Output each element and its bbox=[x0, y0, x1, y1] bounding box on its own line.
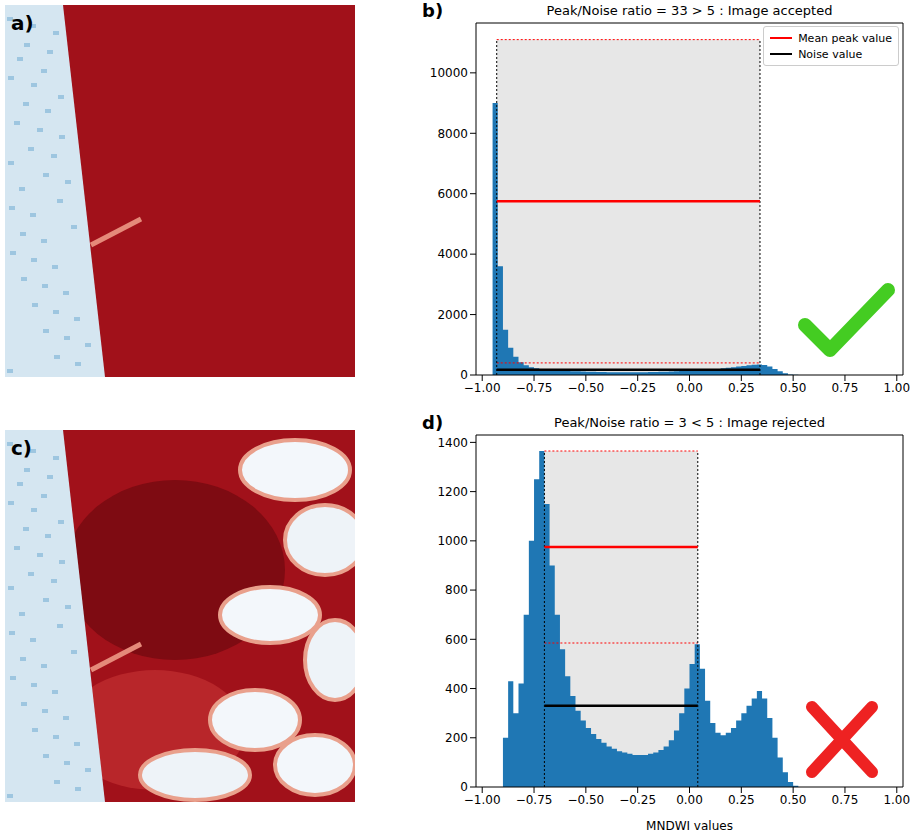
svg-text:1.00: 1.00 bbox=[883, 793, 910, 807]
html-text:Peak/Noise ratio = 3 < 5 : Ima: Peak/Noise ratio = 3 < 5 : Image rejecte… bbox=[554, 415, 825, 430]
svg-text:0.50: 0.50 bbox=[780, 381, 807, 395]
svg-text:0: 0 bbox=[460, 368, 468, 382]
svg-text:600: 600 bbox=[445, 633, 468, 647]
svg-text:−1.00: −1.00 bbox=[464, 793, 501, 807]
svg-text:MNDWI values: MNDWI values bbox=[646, 819, 733, 832]
svg-text:1400: 1400 bbox=[437, 436, 468, 450]
html-text:Noise value: Noise value bbox=[798, 47, 863, 61]
svg-text:4000: 4000 bbox=[437, 247, 468, 261]
svg-text:−0.50: −0.50 bbox=[567, 793, 604, 807]
svg-text:8000: 8000 bbox=[437, 127, 468, 141]
svg-text:400: 400 bbox=[445, 682, 468, 696]
html-text:Mean peak value: Mean peak value bbox=[798, 31, 892, 45]
svg-text:10000: 10000 bbox=[430, 66, 468, 80]
svg-text:−0.75: −0.75 bbox=[516, 381, 553, 395]
html-text:a): a) bbox=[11, 11, 34, 35]
svg-text:2000: 2000 bbox=[437, 308, 468, 322]
svg-text:200: 200 bbox=[445, 731, 468, 745]
svg-text:−0.50: −0.50 bbox=[567, 381, 604, 395]
html-text:Peak/Noise ratio = 33 > 5 : Im: Peak/Noise ratio = 33 > 5 : Image accept… bbox=[546, 3, 833, 18]
svg-text:−1.00: −1.00 bbox=[464, 381, 501, 395]
svg-text:0.25: 0.25 bbox=[728, 381, 755, 395]
svg-text:0.00: 0.00 bbox=[676, 381, 703, 395]
svg-text:0: 0 bbox=[460, 780, 468, 794]
html-text:c): c) bbox=[11, 436, 32, 460]
svg-text:−0.75: −0.75 bbox=[516, 793, 553, 807]
svg-text:1.00: 1.00 bbox=[883, 381, 910, 395]
html-text:d): d) bbox=[422, 412, 444, 433]
svg-text:1200: 1200 bbox=[437, 485, 468, 499]
svg-text:800: 800 bbox=[445, 583, 468, 597]
svg-text:−0.25: −0.25 bbox=[619, 793, 656, 807]
svg-text:0.75: 0.75 bbox=[832, 793, 859, 807]
html-text:b): b) bbox=[422, 0, 444, 21]
svg-text:0.75: 0.75 bbox=[832, 381, 859, 395]
svg-text:0.25: 0.25 bbox=[728, 793, 755, 807]
svg-text:0.00: 0.00 bbox=[676, 793, 703, 807]
svg-text:6000: 6000 bbox=[437, 187, 468, 201]
svg-text:1000: 1000 bbox=[437, 534, 468, 548]
svg-text:0.50: 0.50 bbox=[780, 793, 807, 807]
svg-text:−0.25: −0.25 bbox=[619, 381, 656, 395]
